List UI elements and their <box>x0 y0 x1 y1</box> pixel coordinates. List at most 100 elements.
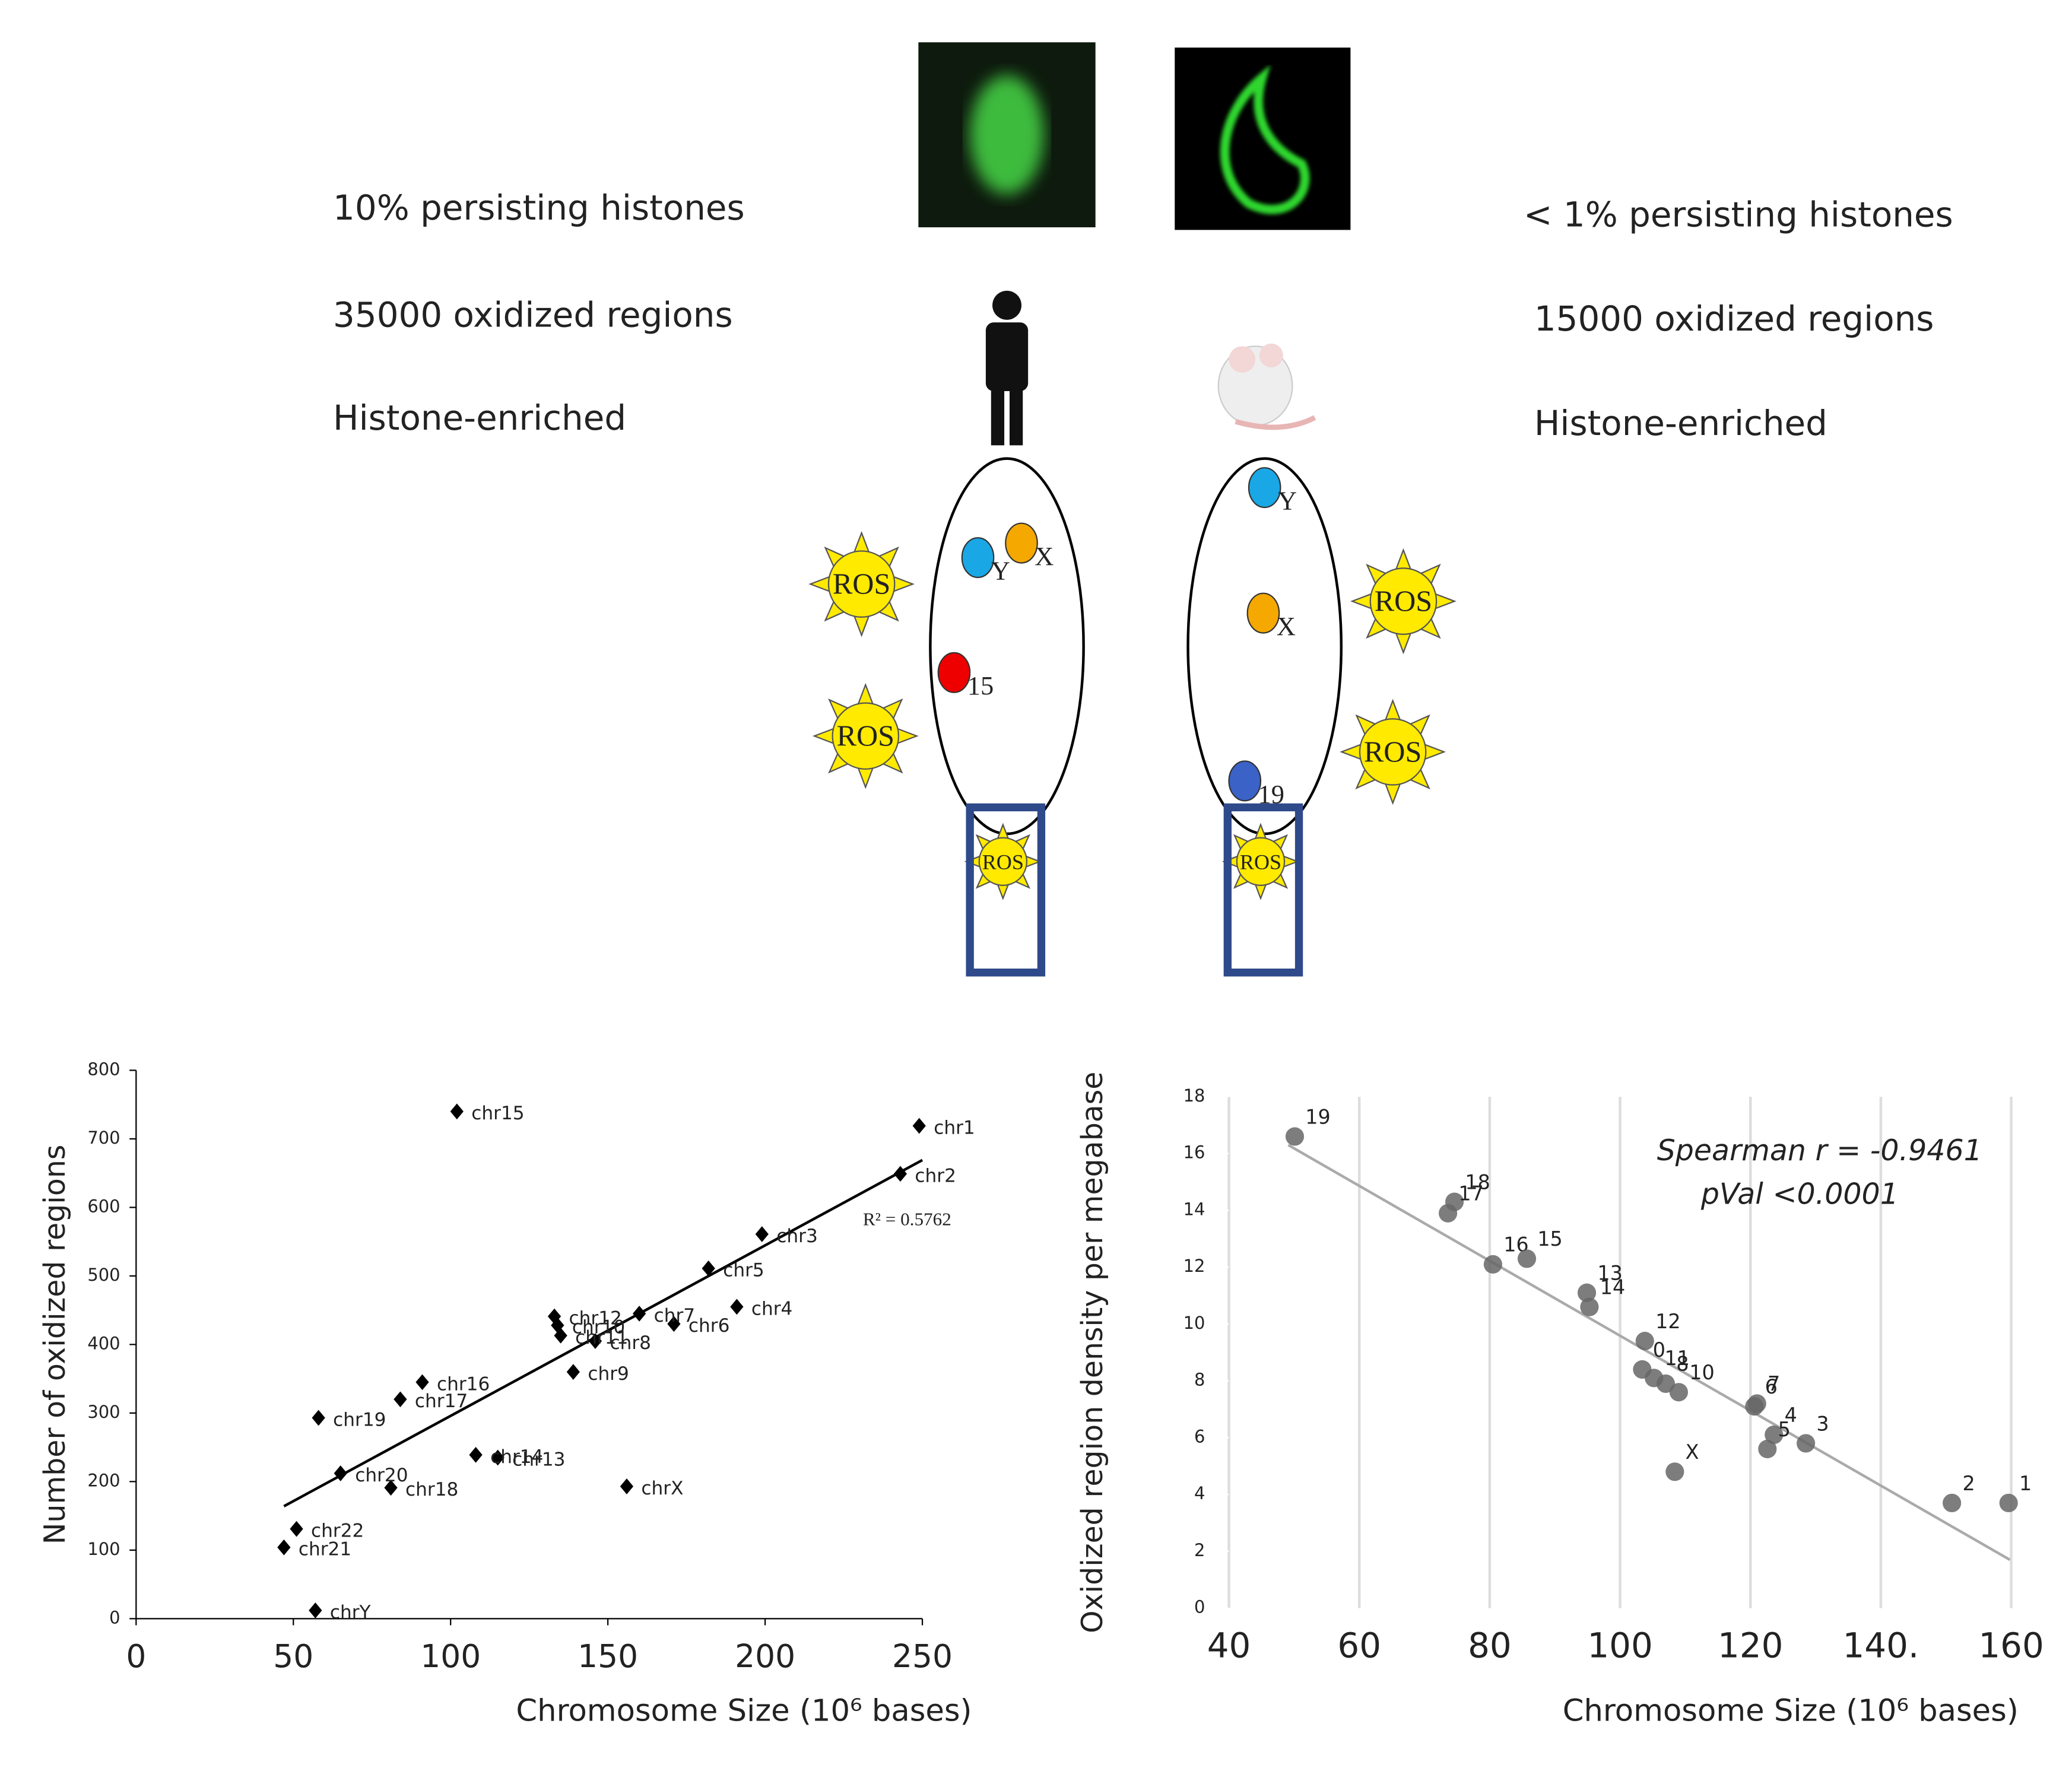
point-label: chrX <box>641 1478 683 1499</box>
point <box>1999 1493 2018 1513</box>
ros-sun: ROS <box>1221 823 1300 900</box>
ros-label: ROS <box>837 719 894 752</box>
x-tick-label: 0 <box>126 1637 146 1675</box>
diagram: 10% persisting histones 35000 oxidized re… <box>333 188 1953 977</box>
x-tick-label: 200 <box>735 1637 795 1675</box>
point <box>1439 1204 1458 1223</box>
point-label: chr3 <box>776 1226 818 1247</box>
point <box>1747 1394 1766 1413</box>
point-label: 14 <box>1600 1276 1625 1299</box>
point <box>1758 1439 1777 1459</box>
point-label: chr11 <box>575 1327 628 1348</box>
point-label: 0 <box>1653 1338 1665 1361</box>
annotation: Spearman r = -0.9461 <box>1657 1134 1982 1167</box>
sun-core <box>1236 837 1286 886</box>
ray <box>1424 744 1446 760</box>
point-label: 11 <box>1664 1347 1689 1370</box>
sperm-head <box>1186 457 1343 836</box>
point <box>730 1299 744 1315</box>
ray <box>1384 699 1401 720</box>
y-tick-label: 4 <box>1194 1483 1205 1503</box>
charts: 0 50 100 150 200 2500100200300400500600700800… <box>38 1059 2044 1728</box>
ros-label: ROS <box>1375 584 1432 617</box>
point <box>1765 1425 1784 1445</box>
ray <box>893 576 915 592</box>
y-tick-label: 10 <box>1183 1313 1205 1333</box>
point <box>290 1521 303 1537</box>
point <box>312 1410 325 1426</box>
point <box>415 1374 429 1391</box>
ros-sun: ROS <box>964 823 1042 900</box>
chromosome-label: 19 <box>1258 779 1285 809</box>
point-label: chr8 <box>610 1332 651 1354</box>
point-label: 13 <box>1597 1262 1622 1285</box>
point-label: chr7 <box>654 1305 696 1326</box>
nucleus <box>1220 65 1310 214</box>
ros-label: ROS <box>833 567 890 600</box>
info-text: 15000 oxidized regions <box>1534 299 1934 339</box>
ray <box>1395 548 1412 570</box>
y-tick-label: 500 <box>87 1265 120 1285</box>
x-tick-label: 80 <box>1468 1625 1512 1665</box>
sperm-head <box>929 457 1085 836</box>
ray <box>857 767 874 789</box>
ray <box>1340 744 1362 760</box>
ray <box>897 728 919 744</box>
chromosome-label: X <box>1277 611 1296 641</box>
point-label: 7 <box>1768 1372 1780 1395</box>
y-tick-label: 18 <box>1183 1085 1205 1106</box>
ros-label: ROS <box>982 850 1024 874</box>
ros-sun: ROS <box>812 683 919 789</box>
x-tick-label: 140. <box>1842 1625 1919 1665</box>
ros-sun: ROS <box>808 531 915 637</box>
point-label: chr9 <box>588 1363 629 1385</box>
ray <box>808 576 830 592</box>
x-tick-label: 250 <box>892 1637 953 1675</box>
nucleus <box>970 75 1044 195</box>
sun-core <box>827 550 896 618</box>
point-label: chr17 <box>415 1391 468 1412</box>
point-label: chrY <box>330 1602 372 1623</box>
x-tick-label: 150 <box>578 1637 638 1675</box>
ray <box>1384 783 1401 805</box>
point <box>394 1391 407 1408</box>
point-label: chr14 <box>490 1446 543 1468</box>
point-label: 8 <box>1676 1353 1689 1376</box>
trend-line <box>283 1158 924 1507</box>
y-tick-label: 600 <box>87 1196 120 1216</box>
ray <box>812 728 834 744</box>
sun-core <box>978 837 1028 886</box>
point <box>1635 1332 1654 1351</box>
chart: 0 50 100 150 200 250 0 100 200 300 400 500 600 700 800… <box>38 1059 975 1728</box>
x-tick-label: 120 <box>1718 1625 1783 1665</box>
info-text: 35000 oxidized regions <box>333 294 733 335</box>
point-label: chr21 <box>299 1539 351 1560</box>
ray <box>997 823 1010 839</box>
ray <box>1435 593 1457 610</box>
chart: 40 60 80 100 120 140. 160024681012141618Chromo… <box>1075 1072 2044 1729</box>
chromosome <box>1248 467 1281 509</box>
point <box>620 1478 634 1494</box>
point-label: chr1 <box>934 1117 975 1138</box>
chromosome-label: Y <box>991 556 1010 586</box>
ray <box>857 683 874 704</box>
sun-core <box>832 702 900 770</box>
point-label: chr4 <box>751 1298 793 1319</box>
ray <box>1350 593 1372 610</box>
sperm-tail <box>1223 803 1303 977</box>
chromosome <box>1005 522 1038 564</box>
point-label: 2 <box>1962 1472 1975 1495</box>
chromosome <box>1246 592 1280 634</box>
point-label: 4 <box>1785 1404 1797 1427</box>
info-text: < 1% persisting histones <box>1524 194 1953 234</box>
point <box>1483 1255 1502 1274</box>
point-label: 3 <box>1816 1412 1829 1435</box>
point <box>1580 1297 1599 1316</box>
point <box>1517 1249 1537 1268</box>
point-label: chr22 <box>311 1521 364 1542</box>
sun-core <box>1369 567 1438 635</box>
point <box>309 1602 322 1618</box>
ray <box>853 615 870 637</box>
x-tick-label: 50 <box>273 1637 313 1675</box>
y-tick-label: 800 <box>87 1059 120 1079</box>
